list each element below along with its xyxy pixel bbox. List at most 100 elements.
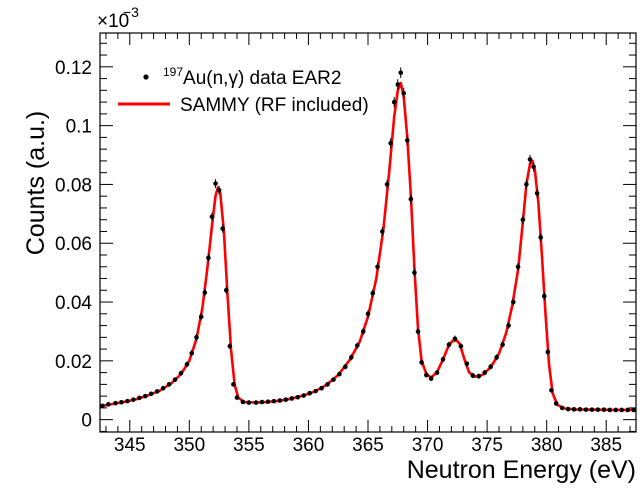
- data-point: [166, 382, 172, 387]
- data-point: [100, 403, 105, 409]
- data-point: [565, 406, 571, 412]
- data-point: [541, 292, 547, 300]
- data-point: [452, 335, 458, 343]
- data-point: [271, 398, 277, 404]
- data-point: [549, 387, 554, 393]
- data-point: [545, 349, 551, 355]
- data-point: [265, 399, 271, 405]
- data-marker: [408, 196, 414, 202]
- data-point: [289, 396, 295, 401]
- data-marker: [349, 355, 354, 360]
- data-marker: [325, 382, 330, 387]
- data-point: [401, 87, 407, 99]
- x-tick-label: 380: [531, 435, 563, 456]
- data-marker: [559, 405, 565, 411]
- data-marker: [464, 361, 470, 367]
- data-point: [488, 364, 493, 370]
- data-point: [113, 400, 118, 406]
- data-marker: [534, 190, 540, 196]
- x-tick-label: 355: [233, 435, 265, 456]
- data-marker: [131, 397, 136, 402]
- data-point: [301, 393, 306, 398]
- data-point: [349, 354, 354, 361]
- data-point: [458, 343, 464, 350]
- data-marker: [240, 399, 246, 405]
- data-marker: [452, 336, 458, 342]
- data-marker: [545, 349, 551, 355]
- data-point: [331, 377, 336, 383]
- data-point: [231, 382, 236, 387]
- data-point: [538, 233, 544, 242]
- data-point: [277, 398, 283, 403]
- data-point: [415, 328, 421, 335]
- data-point: [189, 350, 195, 357]
- data-marker: [553, 401, 559, 406]
- data-point: [520, 215, 526, 225]
- data-point: [446, 341, 452, 348]
- data-marker: [331, 377, 336, 382]
- data-point: [619, 407, 625, 413]
- data-point: [106, 402, 111, 407]
- data-marker: [515, 264, 521, 270]
- data-marker: [125, 398, 130, 404]
- y-multiplier-exponent: −3: [123, 4, 139, 20]
- data-points-layer: [100, 67, 636, 413]
- data-point: [343, 364, 348, 370]
- x-tick-label: 345: [114, 435, 146, 456]
- data-point: [440, 356, 446, 363]
- y-tick-label: 0.1: [66, 117, 92, 138]
- y-tick-label: 0: [81, 411, 92, 432]
- data-marker: [106, 402, 111, 407]
- data-marker: [549, 387, 554, 393]
- x-tick-label: 375: [471, 435, 503, 456]
- data-marker: [337, 371, 342, 377]
- data-marker: [488, 364, 493, 370]
- data-marker: [595, 407, 601, 412]
- data-marker: [412, 270, 417, 275]
- data-marker: [405, 138, 410, 143]
- data-marker: [283, 397, 289, 402]
- data-marker: [506, 323, 511, 328]
- data-point: [307, 390, 312, 396]
- data-point: [178, 370, 184, 376]
- data-point: [370, 289, 376, 298]
- data-marker: [343, 364, 348, 370]
- data-point: [470, 372, 476, 379]
- legend-entry-data: 197Au(n,γ) data EAR2: [163, 65, 341, 89]
- data-marker: [259, 399, 265, 405]
- data-marker: [511, 299, 516, 305]
- data-marker: [365, 311, 371, 317]
- data-marker: [142, 393, 148, 399]
- data-marker: [583, 407, 589, 412]
- data-point: [148, 391, 154, 397]
- data-point: [131, 397, 136, 402]
- data-marker: [160, 385, 166, 391]
- x-tick-label: 350: [173, 435, 205, 456]
- data-marker: [458, 343, 464, 349]
- data-point: [631, 407, 636, 413]
- data-marker: [189, 350, 195, 356]
- data-marker: [172, 377, 178, 382]
- data-point: [613, 407, 619, 413]
- data-point: [408, 194, 414, 204]
- data-marker: [206, 255, 211, 261]
- data-point: [419, 359, 424, 366]
- data-marker: [613, 407, 619, 413]
- data-point: [154, 389, 160, 394]
- data-point: [216, 185, 222, 195]
- data-marker: [424, 372, 429, 378]
- data-point: [365, 310, 371, 318]
- data-point: [412, 268, 417, 277]
- data-point: [500, 341, 505, 348]
- data-marker: [470, 373, 476, 378]
- data-marker: [194, 335, 199, 340]
- data-point: [482, 369, 488, 376]
- data-point: [209, 212, 215, 221]
- data-marker: [538, 235, 544, 240]
- data-point: [240, 399, 246, 405]
- data-marker: [301, 393, 306, 398]
- data-marker: [589, 407, 595, 412]
- x-axis: 345 350 355 360 365 370 375 380 385: [105, 33, 631, 456]
- data-marker: [100, 403, 105, 409]
- data-point: [524, 179, 529, 190]
